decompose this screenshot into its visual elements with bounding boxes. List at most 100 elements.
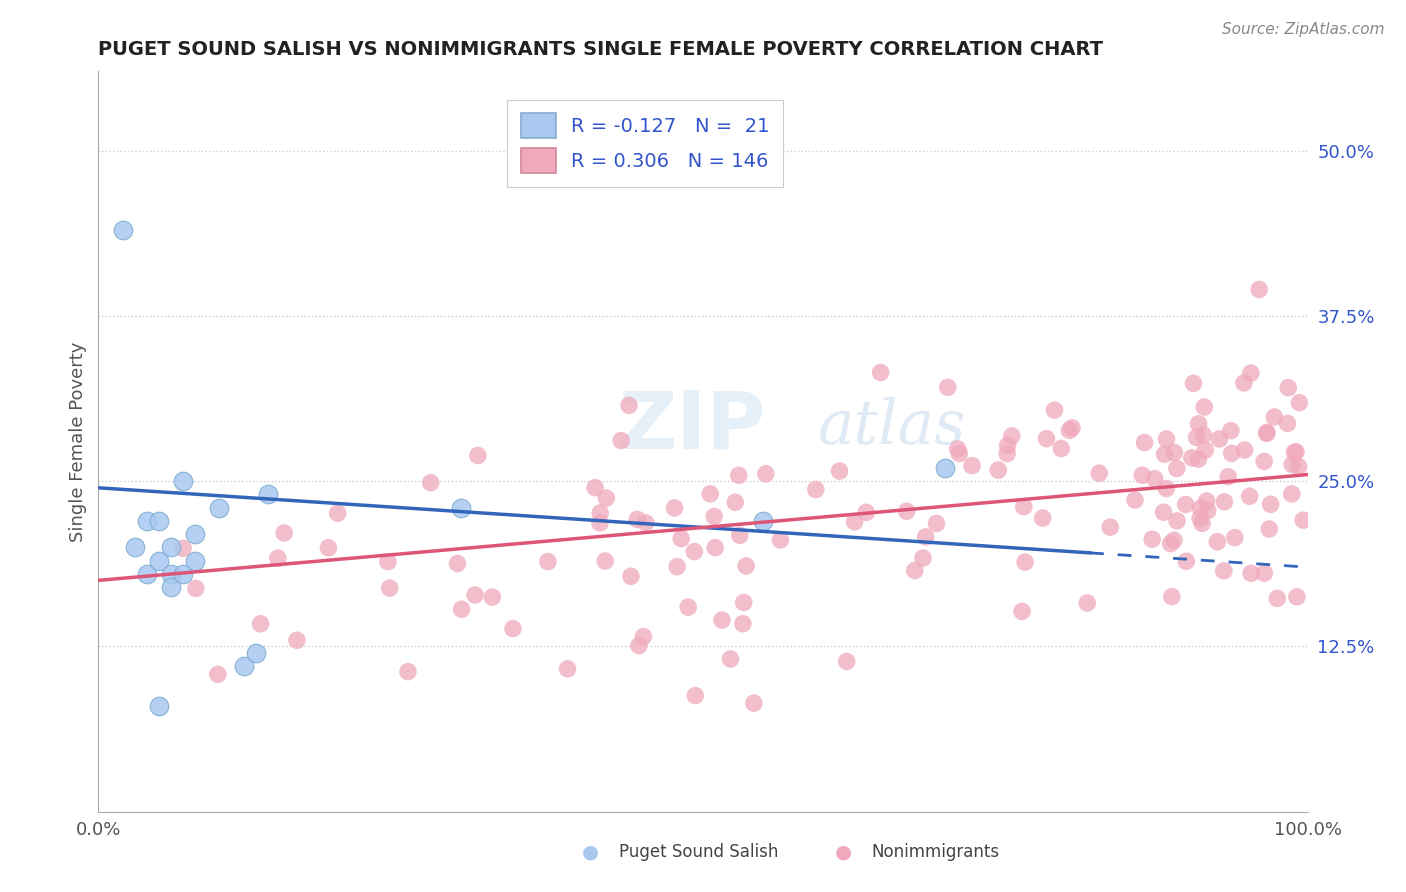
Point (589, 516, 612, 530)
Point (1285, 590, 1308, 604)
Point (1175, 554, 1198, 568)
Point (727, 468, 749, 483)
Point (1219, 424, 1241, 438)
Point (711, 613, 734, 627)
Point (450, 602, 472, 616)
Point (160, 566, 183, 581)
Point (184, 553, 207, 567)
Point (1197, 503, 1219, 517)
Text: atlas: atlas (818, 397, 966, 457)
Point (995, 447, 1018, 461)
Point (1191, 516, 1213, 531)
Point (1260, 497, 1282, 511)
Point (934, 461, 956, 475)
Point (378, 581, 401, 595)
Point (664, 500, 686, 515)
Point (1160, 536, 1182, 550)
Point (1220, 446, 1243, 460)
Point (583, 481, 606, 495)
Point (249, 616, 271, 631)
Point (1285, 445, 1308, 459)
Point (377, 555, 399, 569)
Point (1032, 511, 1054, 525)
Point (273, 525, 295, 540)
Point (1288, 459, 1310, 474)
Point (1233, 443, 1256, 458)
Point (1277, 381, 1299, 395)
Point (148, 698, 170, 713)
Point (948, 446, 970, 460)
Point (855, 505, 877, 519)
Point (1253, 454, 1275, 468)
Point (148, 514, 170, 528)
Point (256, 487, 278, 501)
Point (160, 541, 183, 555)
Point (1163, 445, 1185, 459)
Point (111, 223, 134, 237)
Point (1050, 442, 1073, 456)
Point (1088, 466, 1111, 480)
Point (1284, 445, 1306, 459)
Point (172, 541, 194, 556)
Point (1043, 403, 1066, 417)
Point (419, 475, 441, 490)
Point (593, 554, 616, 568)
Point (835, 655, 858, 669)
Text: ●: ● (582, 842, 599, 862)
Point (184, 582, 207, 596)
Point (671, 532, 693, 546)
Point (1288, 395, 1310, 409)
Point (1192, 428, 1215, 442)
Point (869, 366, 891, 380)
Point (925, 516, 948, 531)
Point (1292, 513, 1315, 527)
Point (318, 541, 340, 555)
Point (1163, 533, 1185, 548)
Point (1166, 461, 1188, 475)
Point (1277, 417, 1299, 431)
Point (704, 541, 727, 555)
Point (464, 588, 486, 602)
Point (755, 467, 778, 481)
Point (1166, 514, 1188, 528)
Point (267, 551, 290, 566)
Point (610, 434, 633, 448)
Point (1281, 458, 1303, 472)
Point (703, 509, 725, 524)
Point (617, 398, 640, 412)
Point (557, 662, 579, 676)
Point (1014, 555, 1036, 569)
Point (1099, 520, 1122, 534)
Point (936, 380, 959, 394)
Point (699, 487, 721, 501)
Point (207, 667, 229, 681)
Point (1240, 366, 1263, 380)
Point (1281, 487, 1303, 501)
Point (160, 580, 183, 594)
Point (1218, 469, 1240, 483)
Point (172, 566, 194, 581)
Point (172, 474, 194, 488)
Point (1256, 425, 1278, 440)
Point (450, 500, 472, 515)
Point (633, 630, 655, 644)
Point (1265, 591, 1288, 606)
Point (1133, 435, 1156, 450)
Point (1258, 522, 1281, 536)
Point (1187, 417, 1209, 431)
Point (124, 541, 146, 555)
Point (285, 633, 308, 648)
Point (1189, 501, 1212, 516)
Point (960, 458, 983, 473)
Text: ●: ● (835, 842, 852, 862)
Point (1187, 452, 1209, 467)
Point (1194, 443, 1216, 458)
Point (634, 516, 657, 530)
Point (1153, 447, 1175, 461)
Point (666, 559, 689, 574)
Point (589, 506, 612, 520)
Point (1194, 400, 1216, 414)
Point (1035, 432, 1057, 446)
Point (1195, 494, 1218, 508)
Point (735, 559, 758, 574)
